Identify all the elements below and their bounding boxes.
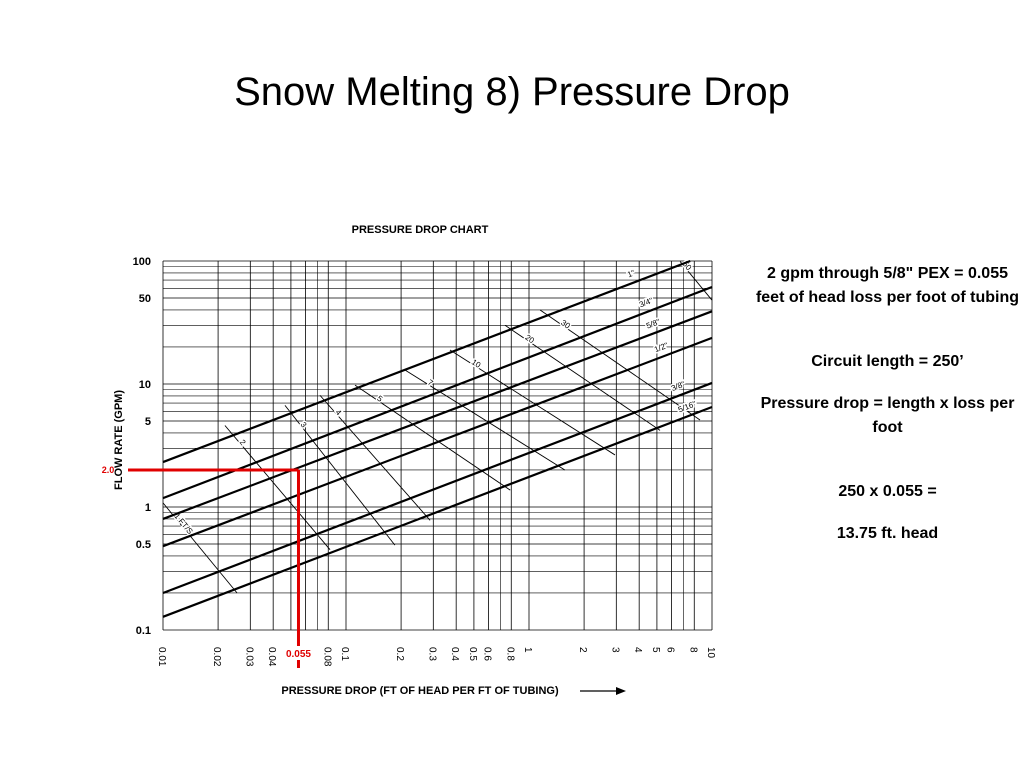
x-tick-label: 3: [609, 647, 620, 653]
y-axis-label: FLOW RATE (GPM): [113, 390, 125, 490]
velocity-label: 20: [524, 333, 537, 346]
note: Pressure drop = length x loss per foot: [760, 395, 1015, 436]
x-tick-label: 0.2: [394, 647, 405, 661]
x-tick-label: 0.03: [243, 647, 254, 667]
slide-title: Snow Melting 8) Pressure Drop: [234, 70, 790, 114]
y-tick-label: 50: [139, 293, 151, 305]
x-tick-label: 0.3: [426, 647, 437, 661]
x-tick-label: 0.01: [156, 647, 167, 667]
x-tick-label: 0.4: [449, 647, 460, 661]
velocity-label: 30: [559, 318, 572, 331]
x-tick-label: 0.1: [339, 647, 350, 661]
y-tick-label: 100: [133, 256, 151, 268]
pipe-label: 5/8": [645, 317, 661, 330]
note: Circuit length = 250’: [811, 353, 964, 370]
velocity-line: [539, 309, 701, 421]
x-tick-label: 1: [522, 647, 533, 653]
note: 250 x 0.055 =: [838, 483, 937, 500]
marker-x-label: 0.055: [286, 649, 311, 660]
pipe-line: [162, 381, 713, 595]
x-axis-label: PRESSURE DROP (FT OF HEAD PER FT OF TUBI…: [281, 685, 559, 697]
pipe-line: [162, 259, 691, 464]
marker-y-label: 2.0: [102, 465, 115, 475]
pipe-line: [162, 285, 713, 500]
pipe-line: [162, 310, 713, 520]
x-tick-label: 10: [705, 647, 716, 659]
x-tick-label: 6: [664, 647, 675, 653]
x-tick-label: 0.5: [467, 647, 478, 661]
x-tick-label: 0.04: [266, 647, 277, 667]
pipe-label: 1": [626, 268, 636, 279]
notes: 2 gpm through 5/8" PEX = 0.055 feet of h…: [755, 262, 1020, 564]
velocity-line: [162, 502, 238, 594]
x-tick-label: 0.6: [481, 647, 492, 661]
velocity-label: 5: [375, 394, 384, 404]
x-tick-label: 4: [632, 647, 643, 653]
velocity-line: [679, 261, 713, 301]
x-tick-label: 0.8: [504, 647, 515, 661]
x-tick-label: 0.02: [211, 647, 222, 667]
chart-title: PRESSURE DROP CHART: [352, 224, 489, 236]
velocity-line: [404, 369, 566, 471]
velocity-line: [284, 405, 396, 546]
marker-x-label-bg: [281, 646, 316, 660]
y-tick-label: 5: [145, 416, 151, 428]
velocity-label: 10: [470, 357, 483, 370]
x-tick-label: 0.08: [321, 647, 332, 667]
y-tick-label: 10: [139, 379, 151, 391]
velocity-label: 1 FT/S: [172, 512, 194, 536]
velocity-line: [319, 394, 431, 521]
pipe-line: [162, 405, 713, 618]
pipe-line: [162, 336, 713, 548]
y-tick-label: 1: [145, 502, 151, 514]
x-tick-label: 2: [577, 647, 588, 653]
y-tick-label: 0.5: [136, 539, 151, 551]
velocity-line: [449, 349, 616, 456]
x-tick-label: 5: [650, 647, 661, 653]
axis-arrow-head: [616, 687, 626, 695]
note: 13.75 ft. head: [836, 525, 939, 542]
velocity-line: [354, 384, 511, 491]
velocity-line: [224, 425, 331, 550]
note: 2 gpm through 5/8" PEX = 0.055 feet of h…: [755, 265, 1020, 306]
pipe-label: 1/2": [653, 341, 669, 354]
x-tick-label: 8: [687, 647, 698, 653]
y-tick-label: 0.1: [136, 625, 151, 637]
